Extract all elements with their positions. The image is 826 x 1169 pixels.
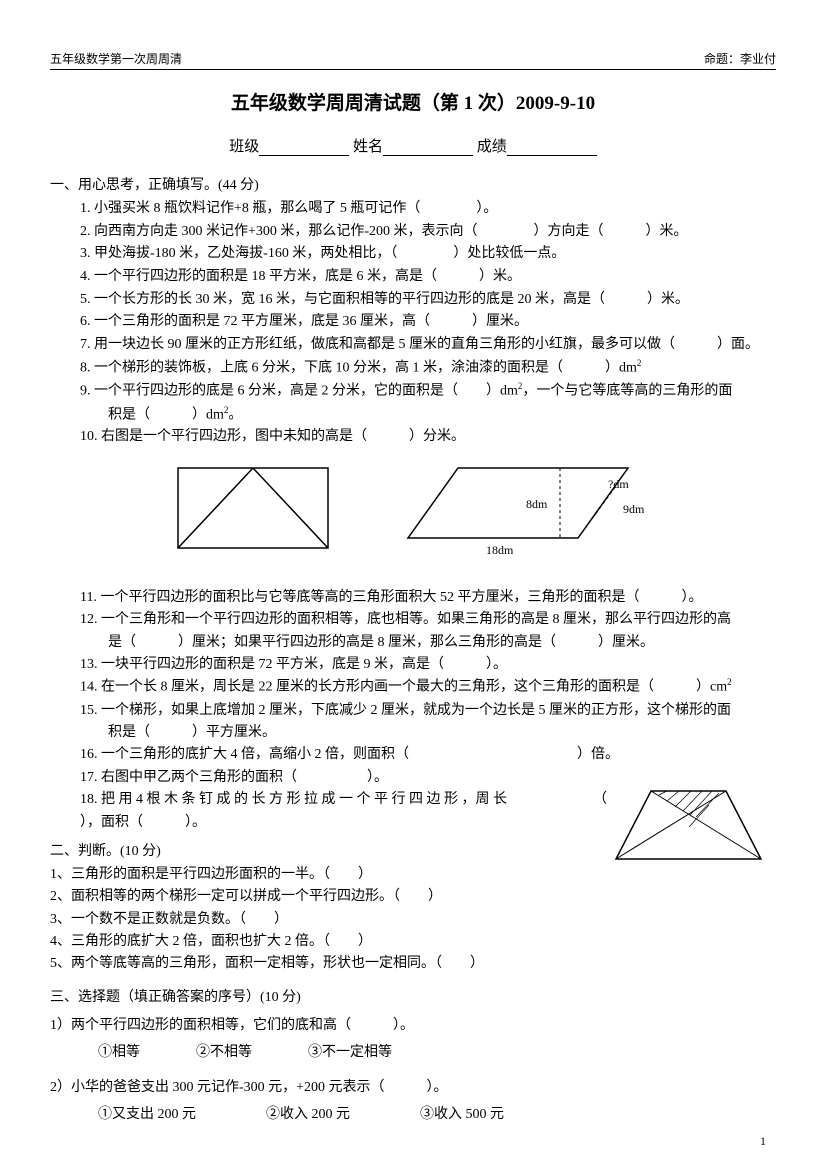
section3-heading: 三、选择题（填正确答案的序号）(10 分) — [50, 986, 776, 1006]
q11: 11. 一个平行四边形的面积比与它等底等高的三角形面积大 52 平方厘米，三角形… — [80, 587, 776, 609]
q14: 14. 在一个长 8 厘米，周长是 22 厘米的长方形内画一个最大的三角形，这个… — [80, 676, 776, 698]
q5: 5. 一个长方形的长 30 米，宽 16 米，与它面积相等的平行四边形的底是 2… — [80, 289, 776, 311]
q18a: 18. 把 用 4 根 木 条 钉 成 的 长 方 形 拉 成 一 个 平 行 … — [80, 789, 601, 811]
q9-text-c: 积是（ ）dm — [108, 407, 224, 422]
j3: 3、一个数不是正数就是负数。（ ） — [50, 909, 776, 931]
score-label: 成绩 — [477, 139, 507, 155]
q4: 4. 一个平行四边形的面积是 18 平方米，底是 6 米，高是（ ）米。 — [80, 266, 776, 288]
diagram-row: 8dm ?dm 9dm 18dm — [50, 458, 776, 573]
q10: 10. 右图是一个平行四边形，图中未知的高是（ ）分米。 — [80, 426, 776, 448]
student-info-row: 班级 姓名 成绩 — [50, 135, 776, 156]
q1: 1. 小强买米 8 瓶饮料记作+8 瓶，那么喝了 5 瓶可记作（ ）。 — [80, 198, 776, 220]
q18-row: 18. 把 用 4 根 木 条 钉 成 的 长 方 形 拉 成 一 个 平 行 … — [50, 789, 776, 908]
j2: 2、面积相等的两个梯形一定可以拼成一个平行四边形。（ ） — [50, 886, 601, 908]
q6: 6. 一个三角形的面积是 72 平方厘米，底是 36 厘米，高（ ）厘米。 — [80, 311, 776, 333]
page-number: 1 — [760, 1134, 766, 1149]
q8: 8. 一个梯形的装饰板，上底 6 分米，下底 10 分米，高 1 米，涂油漆的面… — [80, 357, 776, 379]
label-9dm: 9dm — [623, 502, 645, 516]
mc-q2: 2）小华的爸爸支出 300 元记作-300 元，+200 元表示（ ）。 — [50, 1076, 776, 1100]
q15a: 15. 一个梯形，如果上底增加 2 厘米，下底减少 2 厘米，就成为一个边长是 … — [80, 700, 776, 722]
rectangle-triangle-diagram — [168, 458, 338, 558]
q9-text-a: 9. 一个平行四边形的底是 6 分米，高是 2 分米，它的面积是（ ）dm — [80, 384, 518, 399]
q9-line2: 积是（ ）dm2。 — [108, 404, 776, 426]
mc-q2-opts: ①又支出 200 元 ②收入 200 元 ③收入 500 元 — [98, 1100, 776, 1131]
q9: 9. 一个平行四边形的底是 6 分米，高是 2 分米，它的面积是（ ）dm2，一… — [80, 380, 776, 402]
label-8dm: 8dm — [526, 497, 548, 511]
q7: 7. 用一块边长 90 厘米的正方形红纸，做底和高都是 5 厘米的直角三角形的小… — [80, 334, 776, 356]
q16: 16. 一个三角形的底扩大 4 倍，高缩小 2 倍，则面积（ ）倍。 — [80, 744, 776, 766]
section2-heading: 二、判断。(10 分) — [50, 840, 601, 860]
q9-text-b: ，一个与它等底等高的三角形的面 — [522, 384, 732, 399]
name-blank — [383, 138, 473, 156]
header-right: 命题：李业付 — [704, 50, 776, 67]
parallelogram-diagram: 8dm ?dm 9dm 18dm — [398, 458, 658, 573]
q8-text: 8. 一个梯形的装饰板，上底 6 分米，下底 10 分米，高 1 米，涂油漆的面… — [80, 360, 637, 375]
q12b: 是（ ）厘米；如果平行四边形的高是 8 厘米，那么三角形的高是（ ）厘米。 — [108, 632, 776, 654]
q18c: ），面积（ ）。 — [80, 812, 601, 834]
section1-heading: 一、用心思考，正确填写。(44 分) — [50, 174, 776, 194]
name-label: 姓名 — [353, 139, 383, 155]
class-blank — [259, 138, 349, 156]
trapezoid-diagram — [611, 779, 766, 869]
mc-q1-opts: ①相等 ②不相等 ③不一定相等 — [98, 1038, 776, 1069]
q2: 2. 向西南方向走 300 米记作+300 米，那么记作-200 米，表示向（ … — [80, 221, 776, 243]
q9-text-d: 。 — [228, 407, 242, 422]
j5: 5、两个等底等高的三角形，面积一定相等，形状也一定相同。（ ） — [50, 953, 776, 975]
q3: 3. 甲处海拔-180 米，乙处海拔-160 米，两处相比，（ ）处比较低一点。 — [80, 243, 776, 265]
q8-sup: 2 — [637, 358, 642, 368]
j1: 1、三角形的面积是平行四边形面积的一半。（ ） — [50, 864, 601, 886]
q13: 13. 一块平行四边形的面积是 72 平方米，底是 9 米，高是（ ）。 — [80, 654, 776, 676]
mc-q1: 1）两个平行四边形的面积相等，它们的底和高（ ）。 — [50, 1014, 776, 1038]
page-title: 五年级数学周周清试题（第 1 次）2009-9-10 — [50, 88, 776, 115]
class-label: 班级 — [229, 139, 259, 155]
q15b: 积是（ ）平方厘米。 — [108, 722, 776, 744]
label-18dm: 18dm — [486, 543, 514, 557]
q12a: 12. 一个三角形和一个平行四边形的面积相等，底也相等。如果三角形的高是 8 厘… — [80, 609, 776, 631]
label-qdm: ?dm — [608, 477, 629, 491]
header-left: 五年级数学第一次周周清 — [50, 50, 182, 67]
j4: 4、三角形的底扩大 2 倍，面积也扩大 2 倍。（ ） — [50, 931, 776, 953]
q14-text: 14. 在一个长 8 厘米，周长是 22 厘米的长方形内画一个最大的三角形，这个… — [80, 680, 727, 695]
page-header: 五年级数学第一次周周清 命题：李业付 — [50, 50, 776, 70]
score-blank — [507, 138, 597, 156]
q14-sup: 2 — [727, 677, 732, 687]
